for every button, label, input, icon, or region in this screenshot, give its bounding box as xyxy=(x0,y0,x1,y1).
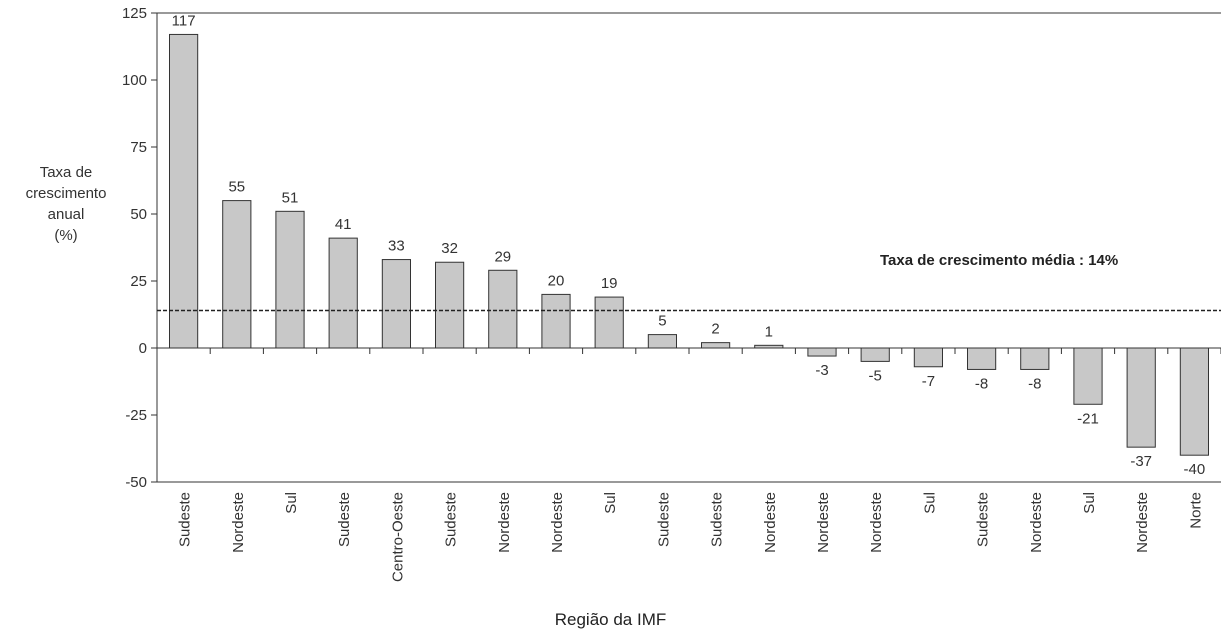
data-label: 2 xyxy=(711,321,719,338)
x-tick-label: Sul xyxy=(602,492,619,514)
y-axis-title: Taxa de crescimento anual (%) xyxy=(0,162,132,246)
bar xyxy=(594,296,624,349)
x-tick-label: Sudeste xyxy=(443,492,460,547)
data-label: -5 xyxy=(869,367,882,384)
data-label: 5 xyxy=(658,313,666,330)
data-label: -21 xyxy=(1077,410,1099,427)
bars: 117 55 51 41 33 32 29 20 19 5 2 1 -3 -5 -7 -8 -8 -21 -37 -4… xyxy=(169,12,1209,478)
data-label: 29 xyxy=(494,248,511,265)
data-label: 55 xyxy=(228,179,245,196)
mean-line-label: Taxa de crescimento média : 14% xyxy=(880,252,1119,269)
bar xyxy=(435,261,465,349)
x-tick-label: Nordeste xyxy=(815,492,832,553)
bar xyxy=(754,344,784,349)
x-tick-label: Sudeste xyxy=(975,492,992,547)
data-label: 33 xyxy=(388,238,405,255)
y-axis-title-line: crescimento xyxy=(25,185,107,202)
y-tick-label: -25 xyxy=(125,407,147,424)
data-label: -40 xyxy=(1184,461,1206,478)
x-axis-title: Região da IMF xyxy=(554,610,667,629)
data-label: 41 xyxy=(335,216,352,233)
x-tick-label: Sul xyxy=(921,492,938,514)
x-tick-label: Centro-Oeste xyxy=(389,492,406,582)
x-tick-label: Sudeste xyxy=(336,492,353,547)
bar xyxy=(701,342,731,349)
bar xyxy=(381,259,411,349)
y-tick-label: -50 xyxy=(125,474,147,491)
y-axis-title-line: (%) xyxy=(54,227,78,244)
bar xyxy=(967,347,997,370)
x-tick-label: Sul xyxy=(283,492,300,514)
data-label: -3 xyxy=(815,362,828,379)
bar xyxy=(275,210,305,349)
data-label: 19 xyxy=(601,275,618,292)
bar xyxy=(647,334,677,349)
bar xyxy=(541,293,571,349)
data-label: 32 xyxy=(441,240,458,257)
bar xyxy=(1179,347,1209,456)
data-label: -7 xyxy=(922,373,935,390)
x-tick-label: Sul xyxy=(1081,492,1098,514)
y-tick-label: 25 xyxy=(130,273,147,290)
data-label: 117 xyxy=(172,12,196,29)
data-label: 51 xyxy=(282,189,299,206)
x-tick-label: Nordeste xyxy=(762,492,779,553)
y-axis-title-line: anual xyxy=(47,206,85,223)
y-tick-label: 50 xyxy=(130,206,147,223)
bar xyxy=(913,347,943,368)
bar xyxy=(860,347,890,362)
x-tick-label: Sudeste xyxy=(177,492,194,547)
bar xyxy=(222,200,252,349)
data-label: -8 xyxy=(1028,375,1041,392)
data-label: -37 xyxy=(1130,453,1152,470)
data-label: 1 xyxy=(765,323,773,340)
y-tick-label: 0 xyxy=(139,340,147,357)
bar xyxy=(807,347,837,357)
bar xyxy=(1020,347,1050,370)
x-tick-label: Sudeste xyxy=(709,492,726,547)
bar xyxy=(1126,347,1156,448)
bar xyxy=(169,33,199,349)
x-tick-label: Nordeste xyxy=(230,492,247,553)
x-tick-label: Sudeste xyxy=(655,492,672,547)
bar xyxy=(488,269,518,349)
data-label: -8 xyxy=(975,375,988,392)
plot-frame xyxy=(156,12,1221,483)
y-axis-title-line: Taxa de xyxy=(39,164,93,181)
y-tick-label: 125 xyxy=(122,5,147,22)
x-tick-label: Nordeste xyxy=(1028,492,1045,553)
x-tick-label: Nordeste xyxy=(496,492,513,553)
x-tick-label: Nordeste xyxy=(868,492,885,553)
bar xyxy=(1073,347,1103,405)
x-tick-label: Norte xyxy=(1187,492,1204,529)
data-label: 20 xyxy=(548,272,565,289)
y-tick-label: 75 xyxy=(130,139,147,156)
x-tick-label: Nordeste xyxy=(549,492,566,553)
y-axis: -50 -25 0 25 50 75 100 125 xyxy=(122,5,157,491)
y-tick-label: 100 xyxy=(122,72,147,89)
bar xyxy=(328,237,358,349)
x-axis: Sudeste Nordeste Sul Sudeste Centro-Oeste Sud… xyxy=(156,347,1221,582)
x-tick-label: Nordeste xyxy=(1134,492,1151,553)
